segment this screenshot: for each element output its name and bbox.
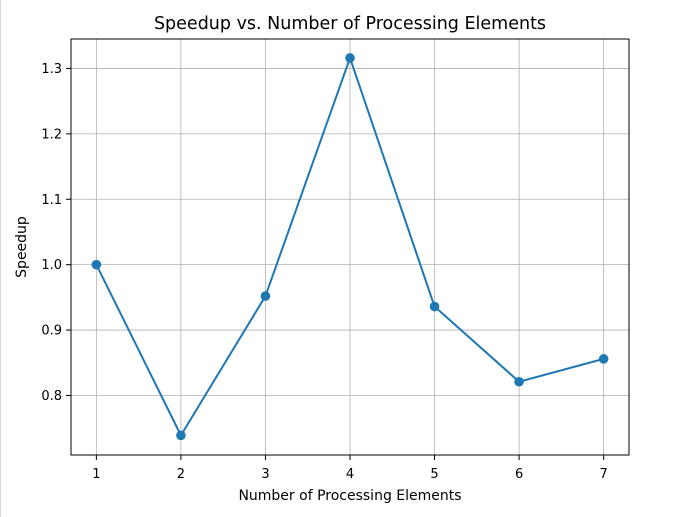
grid-lines: [71, 39, 629, 455]
y-axis-ticks: 0.8 0.9 1.0 1.1 1.2 1.3: [41, 62, 71, 404]
x-tick-label: 1: [92, 467, 100, 482]
y-tick-label: 1.1: [41, 193, 62, 208]
x-tick-label: 3: [261, 467, 269, 482]
page-left-border: [0, 0, 1, 517]
x-axis-ticks: 1 2 3 4 5 6 7: [92, 455, 608, 482]
y-axis-label: Speedup: [14, 216, 30, 278]
chart-title: Speedup vs. Number of Processing Element…: [154, 14, 546, 34]
y-tick-label: 1.3: [41, 62, 62, 77]
x-tick-label: 6: [515, 467, 523, 482]
data-point-marker: [429, 301, 440, 312]
series-speedup: [91, 53, 609, 441]
x-tick-label: 7: [599, 467, 607, 482]
data-point-marker: [598, 354, 609, 364]
data-point-marker: [345, 53, 355, 63]
data-point-marker: [260, 291, 271, 301]
x-tick-label: 4: [346, 467, 354, 482]
x-tick-label: 5: [430, 467, 438, 482]
data-point-marker: [514, 376, 524, 387]
data-point-marker: [176, 430, 186, 441]
x-axis-label: Number of Processing Elements: [238, 488, 461, 504]
y-tick-label: 0.8: [41, 389, 62, 404]
y-tick-label: 1.2: [41, 127, 62, 142]
x-tick-label: 2: [177, 467, 185, 482]
y-tick-label: 0.9: [41, 324, 62, 339]
data-point-marker: [91, 259, 102, 270]
y-tick-label: 1.0: [41, 258, 62, 273]
